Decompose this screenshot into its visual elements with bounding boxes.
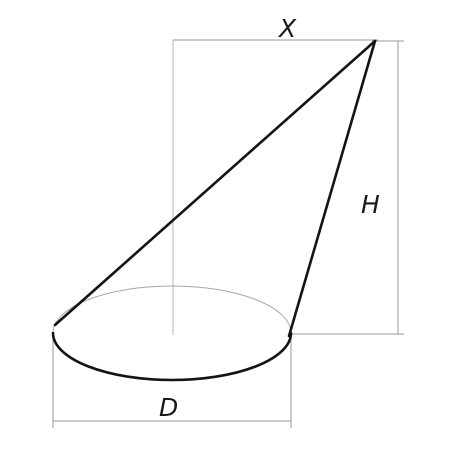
- diameter-label: D: [159, 393, 178, 422]
- base-ellipse-front-edge: [51, 331, 293, 382]
- cone-right-generator-line: [287, 39, 377, 338]
- cone-left-generator-line: [53, 39, 377, 327]
- offset-label: X: [277, 14, 297, 43]
- height-label: H: [361, 190, 380, 219]
- base-ellipse-back-edge: [52, 285, 292, 334]
